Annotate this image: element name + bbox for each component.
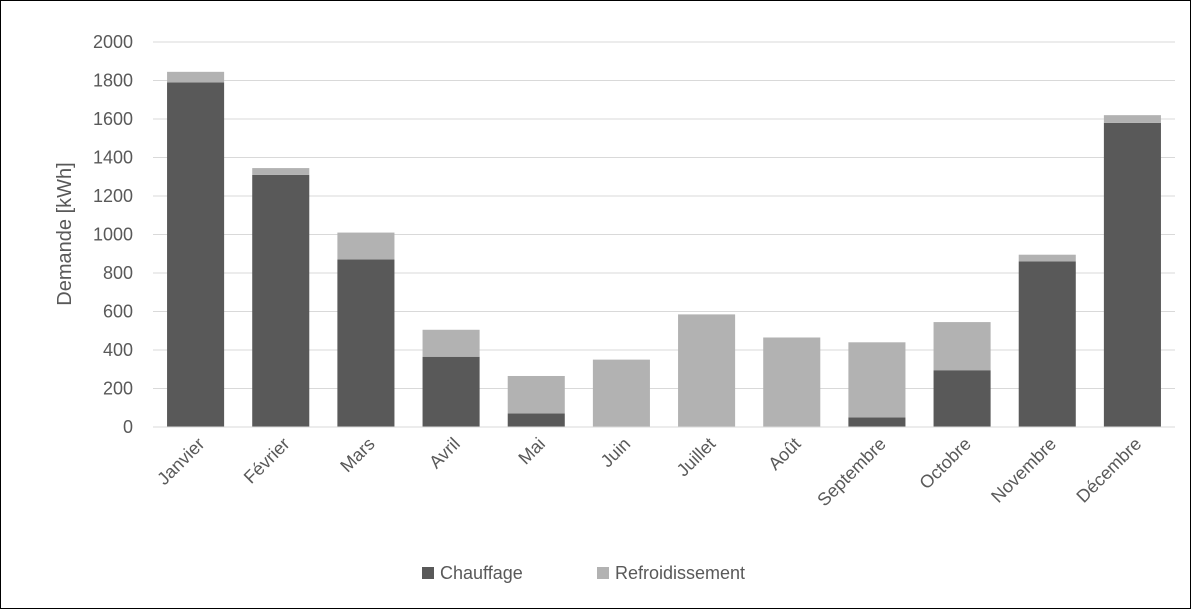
x-category-label: Juillet	[673, 434, 720, 481]
y-tick-label: 1800	[93, 71, 133, 91]
bar-refroidissement	[592, 359, 650, 427]
legend-swatch	[422, 567, 434, 579]
x-category-label: Février	[240, 434, 294, 488]
x-category-label: Mai	[514, 434, 549, 469]
y-tick-label: 0	[123, 417, 133, 437]
x-category-label: Septembre	[813, 434, 889, 510]
x-category-label: Octobre	[915, 434, 974, 493]
bar-chauffage	[337, 259, 395, 427]
y-tick-label: 200	[103, 379, 133, 399]
y-tick-label: 1600	[93, 109, 133, 129]
y-tick-label: 800	[103, 263, 133, 283]
x-category-label: Janvier	[153, 434, 208, 489]
bar-refroidissement	[422, 329, 480, 357]
y-axis-label: Demande [kWh]	[54, 162, 76, 305]
bar-refroidissement	[1018, 254, 1076, 262]
legend-label: Chauffage	[440, 563, 523, 583]
y-tick-label: 1000	[93, 225, 133, 245]
bar-refroidissement	[763, 337, 821, 427]
bar-chauffage	[1103, 122, 1161, 427]
bar-chauffage	[252, 174, 310, 427]
bar-chauffage	[507, 413, 565, 427]
bar-refroidissement	[252, 168, 310, 175]
bar-chauffage	[1018, 261, 1076, 427]
legend: Chauffage Refroidissement	[422, 563, 745, 583]
legend-swatch	[597, 567, 609, 579]
x-category-label: Juin	[597, 434, 634, 471]
x-category-label: Mars	[336, 434, 378, 476]
y-tick-label: 1400	[93, 148, 133, 168]
y-axis-ticks: 0 200 400 600 800 1000 1200 1400 1600 1800 2000	[93, 32, 133, 437]
bar-refroidissement	[848, 342, 906, 418]
bar-refroidissement	[507, 375, 565, 414]
legend-label: Refroidissement	[615, 563, 745, 583]
x-category-label: Avril	[425, 434, 464, 473]
bar-chauffage	[167, 82, 225, 428]
bar-refroidissement	[678, 314, 736, 427]
y-tick-label: 1200	[93, 186, 133, 206]
bars	[167, 71, 1161, 428]
bar-chauffage	[933, 370, 991, 427]
y-tick-label: 600	[103, 302, 133, 322]
bar-refroidissement	[933, 322, 991, 371]
bar-chauffage	[422, 356, 480, 427]
gridlines	[153, 41, 1175, 389]
x-category-label: Décembre	[1072, 434, 1145, 507]
x-category-label: Août	[764, 434, 804, 474]
x-axis-categories: Janvier Février Mars Avril Mai Juin Juillet Aoû…	[153, 434, 1145, 510]
x-category-label: Novembre	[987, 434, 1060, 507]
bar-refroidissement	[1103, 115, 1161, 123]
bar-chauffage	[848, 417, 906, 427]
y-tick-label: 400	[103, 340, 133, 360]
bar-refroidissement	[167, 71, 225, 83]
y-tick-label: 2000	[93, 32, 133, 52]
bar-refroidissement	[337, 232, 395, 260]
